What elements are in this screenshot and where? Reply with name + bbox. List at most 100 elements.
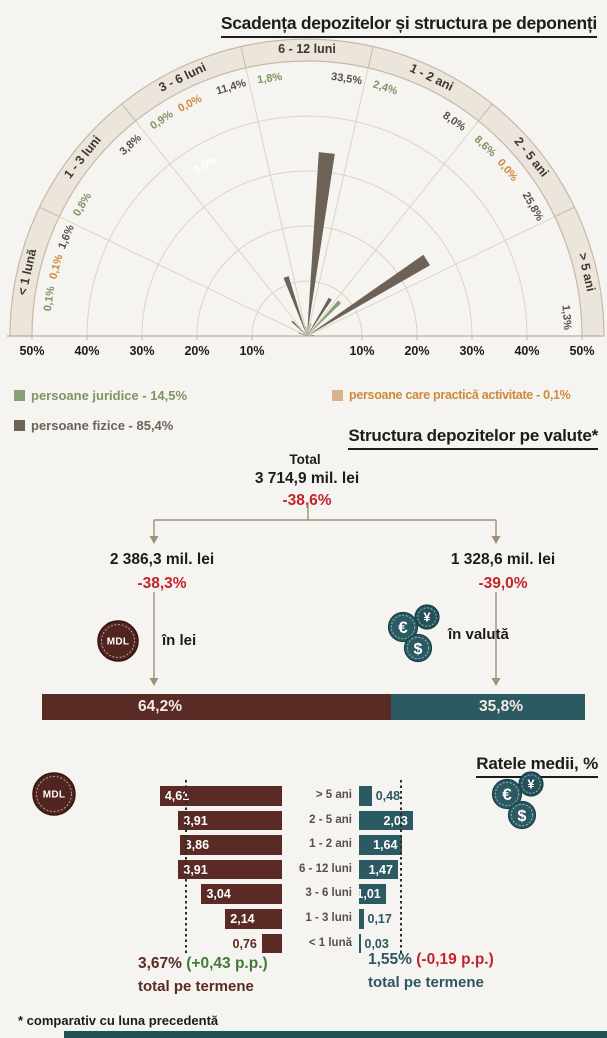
currency-share-bar: 64,2% 35,8%	[42, 694, 585, 720]
rose-axis-tick: 30%	[459, 344, 484, 358]
rose-bar-juridice	[304, 331, 307, 336]
arrow-down-icon	[149, 678, 159, 686]
rose-value-label: 8,6%	[472, 134, 499, 160]
mdl-coin-icon: MDL	[32, 772, 76, 816]
rose-axis-tick: 40%	[514, 344, 539, 358]
share-segment-valuta	[390, 694, 585, 720]
rates-category-label: > 5 ani	[315, 789, 352, 801]
rose-floating-label: 0,0%	[192, 154, 220, 177]
rates-average-line-fx	[400, 780, 403, 953]
valuta-caption: în valută	[448, 626, 509, 643]
rates-value-mdl: 3,86	[184, 838, 210, 853]
total-change: -38,6%	[282, 492, 332, 509]
rates-category-label: 1 - 3 luni	[305, 912, 352, 924]
rose-value-label: 8,0%	[440, 110, 468, 134]
mdl-coin-icon: MDL	[97, 620, 139, 662]
share-segment-label: 35,8%	[479, 698, 523, 715]
rose-bar-juridice	[305, 326, 307, 336]
rose-value-label: 0,1%	[42, 285, 57, 312]
svg-text:$: $	[414, 641, 423, 658]
rates-bar-mdl	[178, 859, 282, 880]
rose-value-label: 1,3%	[559, 304, 573, 330]
legend-item-fizice: persoane fizice - 85,4%	[14, 418, 173, 433]
fx-total-pp: (-0,19 p.p.)	[416, 951, 494, 968]
rose-sector-divider	[306, 67, 369, 337]
rose-sector-divider	[59, 216, 308, 337]
rose-value-label: 0,8%	[71, 191, 94, 219]
share-segment-label: 64,2%	[138, 698, 182, 715]
rates-value-mdl: 3,04	[206, 887, 231, 902]
fx-coins-icon: ¥ € $	[387, 604, 440, 663]
rose-value-label: 0,1%	[47, 253, 65, 281]
rose-band-divider	[367, 46, 374, 69]
rose-band-divider	[478, 103, 493, 122]
valuta-amount: 1 328,6 mil. lei	[450, 551, 556, 568]
legend-swatch-activitate	[332, 389, 343, 401]
rates-bar-fx	[359, 835, 403, 855]
rates-bar-fx	[359, 884, 386, 904]
rose-sector-label: 6 - 12 luni	[278, 42, 336, 56]
rose-axis-tick: 10%	[349, 344, 374, 358]
svg-text:¥: ¥	[527, 777, 535, 792]
rose-sector-divider	[245, 67, 308, 337]
rose-value-label: 2,4%	[371, 79, 399, 98]
legend-label-activitate: persoane care practică activitate - 0,1%	[349, 388, 571, 402]
rates-value-mdl: 3,91	[183, 862, 208, 877]
rates-bar-mdl	[225, 909, 282, 929]
rose-grid-ring	[86, 115, 528, 337]
rates-average-line-mdl	[184, 780, 187, 953]
rose-axis-tick: 10%	[239, 344, 264, 358]
lei-amount: 2 386,3 mil. lei	[109, 551, 215, 568]
rose-grid-ring	[196, 225, 418, 337]
rose-bar-fizice	[307, 152, 335, 336]
rose-axis-tick: 40%	[74, 344, 99, 358]
rates-bar-fx	[359, 859, 398, 880]
fx-total-rate: 1,55%	[368, 951, 412, 968]
footer-bar	[64, 1031, 607, 1038]
rose-bar-juridice	[303, 333, 307, 336]
svg-text:€: €	[502, 785, 512, 804]
arrow-down-icon	[491, 678, 501, 686]
rates-value-mdl: 0,76	[232, 936, 257, 951]
rates-bar-fx	[359, 933, 361, 954]
svg-text:MDL: MDL	[43, 790, 66, 801]
rose-value-label: 0,9%	[148, 108, 176, 132]
legend-swatch-fizice	[14, 420, 25, 431]
lei-caption: în lei	[162, 632, 197, 649]
maturity-rose-chart: 0,1% 0,8% 0,9% 1,8% 2,4% 8,6% 0,1% 0,0% 0,0% 1,6%…	[7, 38, 605, 358]
rose-bar-fizice	[291, 320, 307, 336]
rates-value-mdl: 3,91	[183, 813, 208, 828]
rose-bar-fizice	[307, 334, 315, 336]
rates-value-fx: 0,03	[364, 936, 389, 951]
rates-value-fx: 1,01	[356, 887, 381, 902]
svg-text:MDL: MDL	[107, 637, 130, 648]
rose-axis-tick: 30%	[129, 344, 154, 358]
rose-value-label: 3,8%	[117, 132, 144, 158]
rose-sector-divider	[306, 216, 555, 337]
rose-value-label: 33,5%	[330, 71, 363, 88]
rose-grid-ring	[251, 280, 363, 337]
rose-band-divider	[121, 103, 136, 122]
rates-category-label: 3 - 6 luni	[305, 887, 352, 900]
svg-text:¥: ¥	[423, 610, 431, 625]
share-segment-lei	[42, 694, 391, 720]
fx-total-rate-line: 1,55% (-0,19 p.p.)	[368, 951, 494, 969]
rose-bar-fizice	[298, 332, 307, 336]
legend-item-activitate: persoane care practică activitate - 0,1%	[332, 388, 571, 402]
rose-band-divider	[39, 206, 60, 218]
mdl-total-caption: total pe termene	[138, 978, 254, 995]
rose-value-label: 25,8%	[520, 190, 546, 223]
rates-value-fx: 0,17	[367, 912, 392, 926]
legend-label-fizice: persoane fizice - 85,4%	[31, 418, 174, 433]
legend-swatch-juridice	[14, 390, 25, 401]
rates-category-label: < 1 lună	[308, 936, 352, 949]
rose-value-label: 1,8%	[257, 71, 284, 86]
rose-value-label: 0,0%	[176, 93, 204, 115]
rates-bar-mdl	[261, 933, 282, 954]
rose-outer-band	[9, 38, 605, 337]
rates-value-fx: 0,48	[375, 789, 401, 803]
rates-bar-mdl	[159, 786, 282, 806]
currency-structure-heading: Structura depozitelor pe valute*	[348, 426, 598, 450]
rates-value-fx: 1,64	[373, 838, 398, 853]
rose-bar-juridice	[307, 323, 312, 336]
